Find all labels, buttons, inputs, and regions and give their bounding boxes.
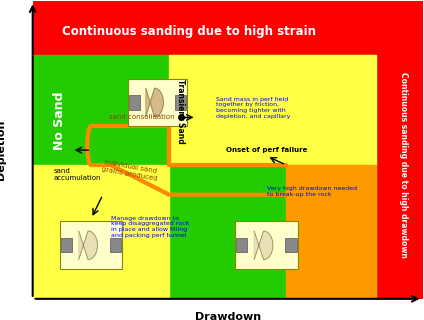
Text: sand
accumulation: sand accumulation <box>54 168 102 181</box>
Bar <box>33 1 376 55</box>
Text: Onset of perf failure: Onset of perf failure <box>226 147 307 153</box>
Text: Depletion: Depletion <box>0 120 6 180</box>
Bar <box>61 238 72 252</box>
Text: Manage drawdown to
keep disaggregated rock
in place and allow filling
and packin: Manage drawdown to keep disaggregated ro… <box>111 216 189 238</box>
Polygon shape <box>146 88 163 117</box>
Text: Sand mass in perf held
together by friction,
becoming tighter with
depletion, an: Sand mass in perf held together by frict… <box>216 97 290 119</box>
Bar <box>236 238 248 252</box>
Bar <box>285 238 296 252</box>
Bar <box>235 221 298 269</box>
Text: sand consolidation: sand consolidation <box>109 114 175 120</box>
Bar <box>175 95 186 110</box>
Bar <box>33 165 169 299</box>
Text: Transient Sand: Transient Sand <box>176 79 185 144</box>
Bar <box>60 221 123 269</box>
Bar <box>33 55 376 299</box>
Polygon shape <box>254 231 273 260</box>
Text: individual sand
grains produced: individual sand grains produced <box>101 159 159 182</box>
Text: Continuous sanding due to high drawdown: Continuous sanding due to high drawdown <box>399 72 407 258</box>
Bar <box>286 165 376 299</box>
Text: Drawdown: Drawdown <box>195 312 261 320</box>
Bar <box>128 79 187 126</box>
Text: No Sand: No Sand <box>53 91 67 150</box>
Bar <box>110 238 121 252</box>
Bar <box>169 55 376 165</box>
Bar <box>129 95 139 110</box>
Text: Very high drawdown needed
to break-up the rock: Very high drawdown needed to break-up th… <box>267 186 357 196</box>
Bar <box>376 1 423 299</box>
Polygon shape <box>79 231 98 260</box>
Text: Continuous sanding due to high strain: Continuous sanding due to high strain <box>61 25 315 38</box>
